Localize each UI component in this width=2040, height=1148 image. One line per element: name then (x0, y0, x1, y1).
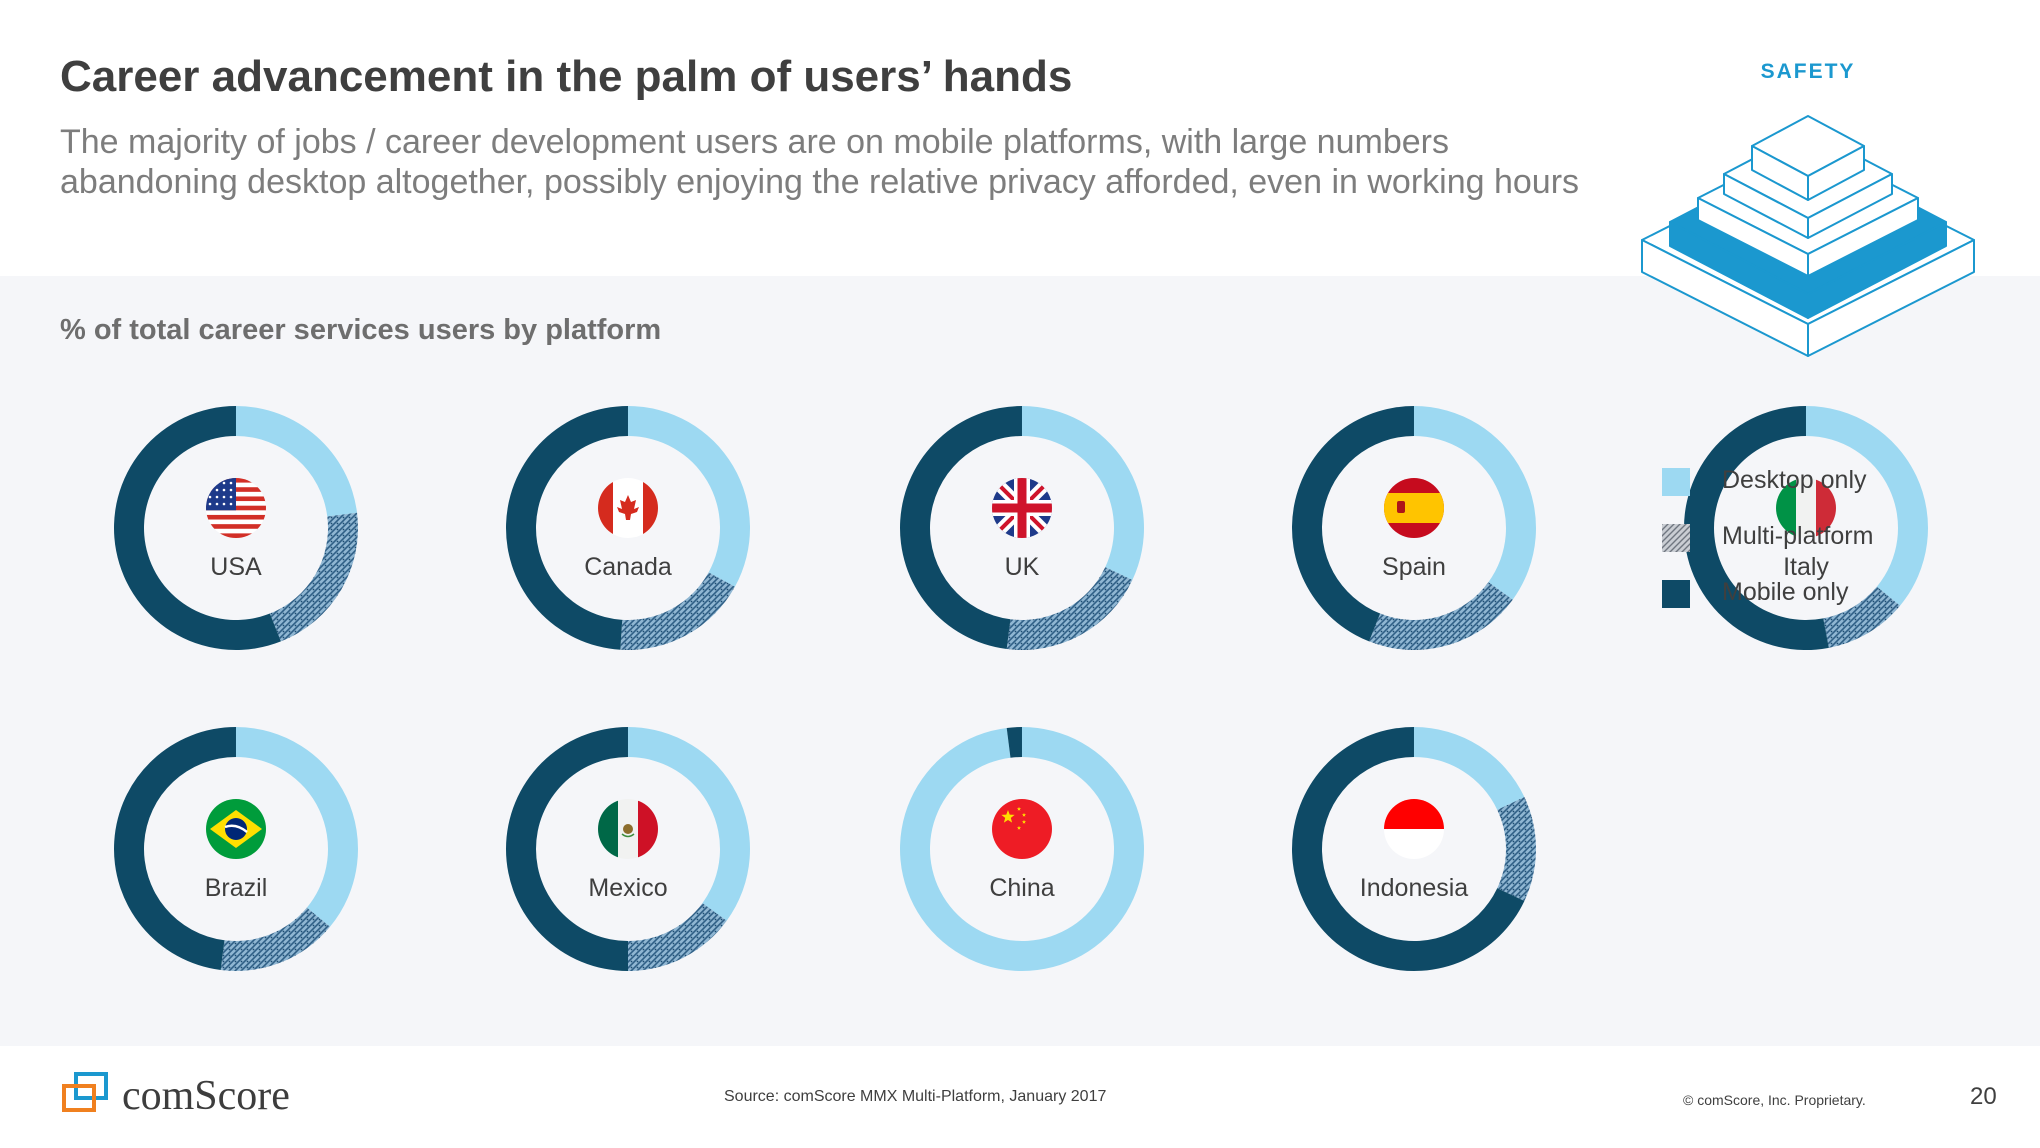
country-label-italy: Italy (1783, 553, 1829, 581)
donut-italy: Italy (1683, 406, 1928, 651)
country-label-china: China (989, 874, 1054, 902)
italy-flag-icon (1776, 478, 1836, 538)
page-subtitle: The majority of jobs / career developmen… (60, 123, 1580, 201)
donut-segment-italy-multi-platform (1823, 586, 1901, 648)
source-note: Source: comScore MMX Multi-Platform, Jan… (724, 1088, 1107, 1105)
donut-indonesia: Indonesia (1291, 727, 1536, 971)
donut-segment-usa-multi-platform (269, 512, 358, 642)
donut-segment-mexico-desktop-only (628, 727, 750, 921)
country-label-uk: UK (1005, 553, 1040, 581)
donut-segment-mexico-mobile-only (505, 727, 628, 971)
country-label-canada: Canada (584, 553, 672, 581)
donut-segment-indonesia-desktop-only (1414, 727, 1525, 810)
comscore-logo-text: comScore (122, 1073, 290, 1119)
chart-title: % of total career services users by plat… (60, 314, 662, 346)
country-label-usa: USA (210, 553, 262, 581)
copyright-note: © comScore, Inc. Proprietary. (1683, 1092, 1866, 1108)
donut-usa: USA (113, 406, 358, 651)
donut-segment-brazil-desktop-only (236, 727, 359, 927)
donut-segment-mexico-multi-platform (628, 903, 727, 971)
page-number: 20 (1970, 1083, 1997, 1110)
country-label-mexico: Mexico (588, 874, 667, 902)
donut-segment-canada-multi-platform (620, 572, 735, 651)
us-flag-icon (206, 478, 266, 538)
legend-swatch-multi-platform (1662, 524, 1690, 552)
donut-segment-italy-mobile-only (1683, 406, 1829, 651)
country-label-brazil: Brazil (205, 874, 268, 902)
legend-label-multi-platform: Multi-platform (1722, 522, 1874, 550)
donut-segment-brazil-multi-platform (220, 907, 331, 971)
donut-brazil: Brazil (114, 727, 359, 971)
china-flag-icon (992, 799, 1052, 859)
donut-segment-canada-mobile-only (506, 406, 628, 650)
indonesia-flag-icon (1384, 799, 1444, 859)
donut-segment-spain-mobile-only (1291, 406, 1414, 642)
donut-spain: Spain (1291, 406, 1536, 650)
mexico-flag-icon (598, 799, 658, 859)
donut-segment-spain-multi-platform (1369, 582, 1513, 650)
donut-segment-spain-desktop-only (1414, 406, 1536, 600)
donut-mexico: Mexico (505, 727, 750, 971)
donut-segment-uk-multi-platform (1006, 567, 1133, 650)
donut-segment-brazil-mobile-only (114, 727, 236, 971)
donut-china: China (900, 726, 1145, 971)
chart-background-band (0, 276, 2040, 1046)
legend-swatch-mobile-only (1662, 580, 1690, 608)
legend-label-desktop-only: Desktop only (1722, 466, 1867, 494)
donut-segment-usa-mobile-only (113, 406, 281, 651)
canada-flag-icon (598, 478, 658, 538)
donut-segment-uk-mobile-only (900, 406, 1022, 650)
country-label-spain: Spain (1382, 553, 1446, 581)
donut-segment-uk-desktop-only (1022, 406, 1144, 580)
donut-segment-italy-desktop-only (1806, 406, 1928, 606)
donut-canada: Canada (506, 406, 750, 651)
donut-segment-china-mobile-only (1006, 727, 1022, 758)
donut-segment-canada-desktop-only (628, 406, 750, 587)
uk-flag-icon (992, 478, 1052, 538)
layered-pyramid-icon (1641, 115, 1975, 357)
legend-swatch-desktop-only (1662, 468, 1690, 496)
page-title: Career advancement in the palm of users’… (60, 52, 1073, 101)
legend-label-mobile-only: Mobile only (1722, 578, 1849, 606)
donut-uk: UK (900, 406, 1144, 650)
section-tag: SAFETY (1760, 60, 1856, 83)
donut-segment-usa-desktop-only (236, 406, 358, 517)
brazil-flag-icon (206, 799, 266, 859)
country-label-indonesia: Indonesia (1360, 874, 1469, 902)
spain-flag-icon (1384, 478, 1444, 538)
comscore-logo-icon (62, 1072, 108, 1112)
donut-segment-indonesia-multi-platform (1497, 797, 1536, 901)
